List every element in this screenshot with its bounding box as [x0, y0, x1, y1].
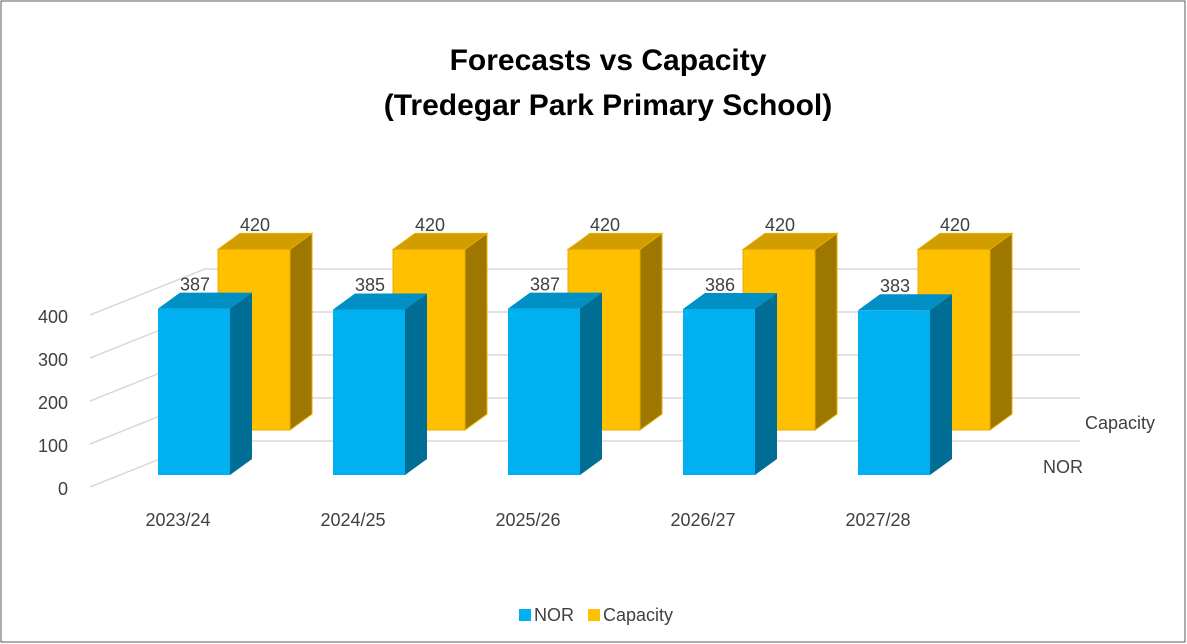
- chart-subtitle: (Tredegar Park Primary School): [384, 89, 833, 122]
- data-label: 420: [240, 215, 270, 235]
- bar-side: [989, 232, 1013, 431]
- bar-side: [289, 232, 313, 431]
- bar: [333, 293, 427, 475]
- legend-swatch: [588, 609, 600, 621]
- data-label: 387: [180, 274, 210, 294]
- depth-label: Capacity: [1085, 413, 1155, 433]
- y-tick-label: 300: [38, 350, 68, 370]
- bar-side: [755, 293, 777, 475]
- bar-side: [930, 294, 952, 475]
- data-label: 420: [765, 215, 795, 235]
- x-tick-label: 2026/27: [670, 510, 735, 530]
- bar-front: [683, 309, 755, 475]
- bar: [508, 292, 602, 475]
- data-label: 386: [705, 275, 735, 295]
- x-tick-label: 2027/28: [845, 510, 910, 530]
- bar-side: [580, 292, 602, 475]
- bar: [683, 293, 777, 475]
- legend-label: NOR: [534, 605, 574, 625]
- y-tick-label: 400: [38, 307, 68, 327]
- bar: [158, 292, 252, 475]
- legend-swatch: [519, 609, 531, 621]
- x-tick-label: 2023/24: [145, 510, 210, 530]
- data-label: 420: [415, 215, 445, 235]
- bar-top: [858, 294, 952, 311]
- y-tick-label: 100: [38, 436, 68, 456]
- data-label: 385: [355, 275, 385, 295]
- bar-top: [683, 293, 777, 310]
- data-label: 383: [880, 276, 910, 296]
- bar-front: [333, 309, 405, 475]
- bar-side: [814, 232, 838, 431]
- bar-front: [858, 310, 930, 475]
- x-tick-label: 2024/25: [320, 510, 385, 530]
- bar-top: [333, 293, 427, 310]
- legend-label: Capacity: [603, 605, 673, 625]
- depth-label: NOR: [1043, 457, 1083, 477]
- chart-title: Forecasts vs Capacity: [450, 44, 767, 77]
- bar-front: [158, 308, 230, 475]
- y-tick-label: 0: [58, 479, 68, 499]
- bar-side: [464, 232, 488, 431]
- bar-front: [508, 308, 580, 475]
- bar: [858, 294, 952, 475]
- x-tick-label: 2025/26: [495, 510, 560, 530]
- bar-top: [158, 292, 252, 309]
- bar-side: [405, 293, 427, 475]
- bar: [216, 232, 314, 431]
- data-label: 420: [940, 215, 970, 235]
- y-tick-label: 200: [38, 393, 68, 413]
- bar-top: [508, 292, 602, 309]
- data-label: 420: [590, 215, 620, 235]
- data-label: 387: [530, 274, 560, 294]
- bar-side: [230, 292, 252, 475]
- bar-side: [639, 232, 663, 431]
